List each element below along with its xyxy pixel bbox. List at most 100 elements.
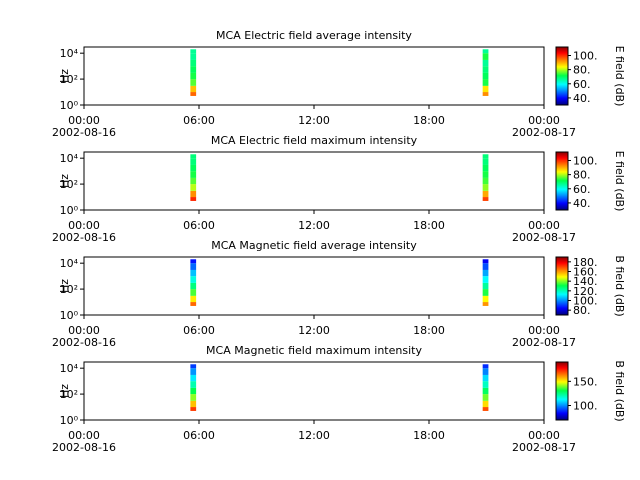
y-tick-label: 10² xyxy=(60,388,78,401)
colorbar-step xyxy=(556,301,568,303)
colorbar-step xyxy=(556,387,568,389)
colorbar-label: B field (dB) xyxy=(613,255,626,316)
colorbar-step xyxy=(556,55,568,57)
colorbar-step xyxy=(556,85,568,87)
colorbar-label: E field (dB) xyxy=(613,46,626,107)
date-label: 2002-08-17 xyxy=(512,126,576,139)
colorbar-step xyxy=(556,53,568,55)
colorbar-step xyxy=(556,362,568,364)
colorbar-step xyxy=(556,287,568,289)
colorbar-step xyxy=(556,304,568,306)
colorbar-step xyxy=(556,266,568,268)
colorbar-step xyxy=(556,278,568,280)
colorbar-label: B field (dB) xyxy=(613,360,626,421)
colorbar-step xyxy=(556,165,568,167)
colorbar-step xyxy=(556,77,568,79)
colorbar-step xyxy=(556,180,568,182)
x-tick-label: 00:00 xyxy=(528,429,560,442)
spectrogram-cell xyxy=(190,79,197,86)
colorbar-step xyxy=(556,174,568,176)
colorbar-step xyxy=(556,56,568,58)
colorbar-step xyxy=(556,191,568,193)
colorbar-step xyxy=(556,277,568,279)
spectrogram-cell xyxy=(190,400,197,408)
y-axis-label: Hz xyxy=(58,279,71,293)
colorbar-step xyxy=(556,206,568,208)
spectrogram-cell xyxy=(482,259,489,264)
y-tick-label: 10² xyxy=(60,283,78,296)
colorbar-step xyxy=(556,170,568,172)
colorbar-tick-label: 60. xyxy=(573,183,591,196)
colorbar-step xyxy=(556,76,568,78)
x-tick-label: 12:00 xyxy=(298,219,330,232)
colorbar-step xyxy=(556,81,568,83)
spectrogram-cell xyxy=(482,72,489,80)
spectrogram-cell xyxy=(482,295,489,303)
panel-title: MCA Electric field maximum intensity xyxy=(211,134,418,147)
spectrogram-cell xyxy=(190,263,197,270)
colorbar-step xyxy=(556,386,568,388)
spectrogram-cell xyxy=(190,164,197,172)
colorbar-step xyxy=(556,70,568,72)
colorbar-step xyxy=(556,99,568,101)
colorbar-step xyxy=(556,49,568,51)
colorbar-step xyxy=(556,72,568,74)
colorbar-step xyxy=(556,67,568,69)
colorbar-step xyxy=(556,82,568,84)
colorbar-step xyxy=(556,294,568,296)
colorbar-label: E field (dB) xyxy=(613,151,626,212)
colorbar-step xyxy=(556,408,568,410)
colorbar-step xyxy=(556,282,568,284)
y-tick-label: 10⁰ xyxy=(60,414,79,427)
colorbar-step xyxy=(556,178,568,180)
colorbar-step xyxy=(556,284,568,286)
colorbar-step xyxy=(556,258,568,260)
colorbar-step xyxy=(556,391,568,393)
x-tick-label: 06:00 xyxy=(183,219,215,232)
colorbar-tick-label: 100. xyxy=(573,295,598,308)
colorbar-step xyxy=(556,182,568,184)
spectrogram-cell xyxy=(190,171,197,178)
colorbar-step xyxy=(556,381,568,383)
colorbar-step xyxy=(556,375,568,377)
spectrogram-cell xyxy=(190,295,197,303)
x-tick-label: 00:00 xyxy=(528,219,560,232)
x-tick-label: 12:00 xyxy=(298,324,330,337)
spectrogram-cell xyxy=(482,400,489,408)
colorbar-step xyxy=(556,261,568,263)
spectrogram-cell xyxy=(482,154,489,159)
spectrogram-cell xyxy=(482,374,489,382)
colorbar-step xyxy=(556,167,568,169)
colorbar-step xyxy=(556,204,568,206)
colorbar-step xyxy=(556,93,568,95)
colorbar-step xyxy=(556,163,568,165)
colorbar-step xyxy=(556,60,568,62)
x-tick-label: 12:00 xyxy=(298,114,330,127)
colorbar-step xyxy=(556,368,568,370)
spectrogram-cell xyxy=(190,177,197,185)
colorbar-step xyxy=(556,365,568,367)
colorbar-step xyxy=(556,48,568,50)
x-tick-label: 18:00 xyxy=(413,114,445,127)
colorbar-step xyxy=(556,192,568,194)
spectrogram-cell xyxy=(482,184,489,191)
y-tick-label: 10⁰ xyxy=(60,99,79,112)
date-label: 2002-08-16 xyxy=(52,231,116,244)
spectrogram-cell xyxy=(482,381,489,388)
spectrogram-cell xyxy=(190,276,197,283)
colorbar-step xyxy=(556,188,568,190)
colorbar-step xyxy=(556,179,568,181)
colorbar-step xyxy=(556,103,568,105)
colorbar-step xyxy=(556,47,568,49)
spectrogram-cell xyxy=(190,49,197,54)
colorbar-step xyxy=(556,302,568,304)
x-tick-label: 18:00 xyxy=(413,324,445,337)
y-tick-label: 10⁴ xyxy=(60,257,79,270)
colorbar-step xyxy=(556,74,568,76)
colorbar-step xyxy=(556,275,568,277)
colorbar-tick-label: 100. xyxy=(573,400,598,413)
colorbar-step xyxy=(556,280,568,282)
colorbar-step xyxy=(556,92,568,94)
spectrogram-cell xyxy=(190,197,197,201)
colorbar-step xyxy=(556,380,568,382)
